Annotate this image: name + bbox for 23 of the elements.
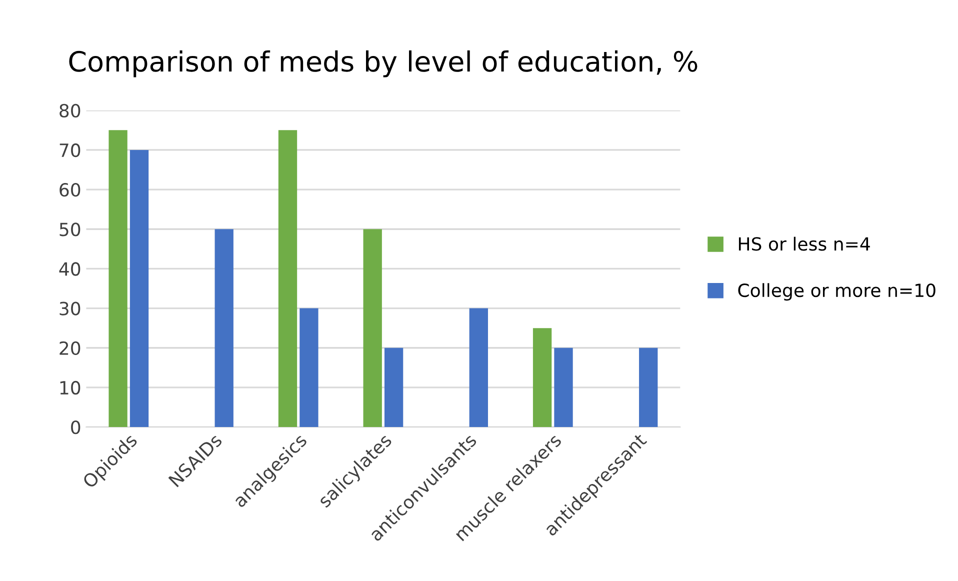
bar: [384, 348, 404, 428]
chart-title: Comparison of meds by level of education, %: [69, 50, 698, 78]
bar: [554, 348, 573, 428]
bar: [300, 308, 318, 428]
y-tick-label: 60: [60, 183, 80, 197]
y-tick-label: 50: [60, 222, 80, 236]
bar: [639, 348, 658, 428]
y-tick-label: 0: [71, 420, 80, 434]
y-tick-label: 30: [60, 302, 80, 316]
legend-label: HS or less n=4: [738, 236, 870, 251]
bar: [532, 328, 552, 428]
bar: [130, 150, 149, 428]
y-tick-label: 80: [60, 104, 80, 118]
bar: [108, 130, 128, 428]
y-tick-label: 10: [60, 380, 80, 395]
legend-label: College or more n=10: [738, 283, 936, 301]
y-tick-label: 70: [60, 143, 80, 158]
y-tick-label: 20: [60, 341, 80, 355]
y-tick-label: 40: [59, 262, 80, 276]
bar: [363, 229, 382, 428]
bar: [469, 308, 488, 428]
bar: [278, 130, 298, 428]
bar: [214, 229, 234, 428]
